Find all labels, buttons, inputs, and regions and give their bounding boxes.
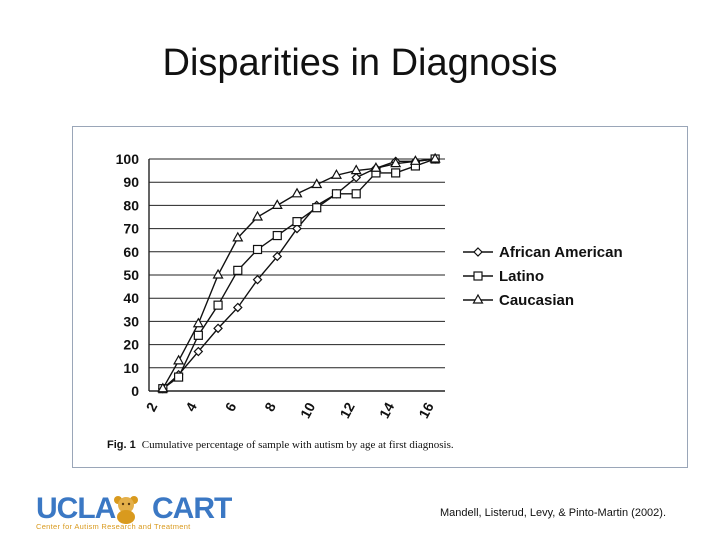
data-point-caucasian bbox=[252, 210, 264, 221]
data-point-latino bbox=[233, 265, 243, 275]
data-point-caucasian bbox=[173, 354, 185, 365]
data-point-caucasian bbox=[311, 178, 323, 189]
logo-cart-text: CART bbox=[152, 492, 232, 525]
data-point-african-american bbox=[213, 323, 223, 334]
y-tick-label: 60 bbox=[123, 244, 139, 260]
legend-marker-caucasian bbox=[472, 293, 484, 304]
data-point-caucasian bbox=[409, 155, 421, 165]
data-point-latino bbox=[391, 168, 401, 178]
figure-caption-label: Fig. 1 bbox=[107, 439, 136, 451]
y-tick-label: 50 bbox=[123, 267, 139, 283]
x-tick-label: 2 bbox=[143, 399, 161, 414]
data-point-caucasian bbox=[271, 199, 283, 210]
data-point-african-american bbox=[232, 302, 243, 313]
data-point-caucasian bbox=[291, 187, 303, 198]
legend-label-caucasian: Caucasian bbox=[499, 292, 574, 309]
logo-ucla-text: UCLA bbox=[36, 492, 116, 525]
legend-label-african-american: African American bbox=[499, 244, 623, 261]
data-point-latino bbox=[351, 189, 361, 199]
data-point-latino bbox=[331, 189, 342, 199]
data-point-caucasian bbox=[350, 164, 362, 175]
y-tick-label: 80 bbox=[123, 197, 139, 213]
data-point-caucasian bbox=[157, 382, 169, 393]
data-point-caucasian bbox=[330, 169, 342, 179]
legend-marker-african-american bbox=[473, 247, 483, 257]
data-point-african-american bbox=[252, 274, 263, 285]
x-tick-label: 16 bbox=[415, 399, 437, 420]
data-point-caucasian bbox=[390, 157, 402, 168]
x-tick-label: 6 bbox=[222, 399, 240, 414]
x-tick-label: 8 bbox=[261, 399, 279, 414]
y-tick-label: 100 bbox=[116, 151, 140, 167]
figure-caption: Fig. 1 Cumulative percentage of sample wi… bbox=[107, 439, 454, 451]
data-point-caucasian bbox=[232, 231, 244, 242]
y-tick-label: 20 bbox=[123, 337, 139, 353]
data-point-latino bbox=[252, 244, 263, 255]
data-point-latino bbox=[312, 203, 322, 213]
y-tick-label: 40 bbox=[123, 290, 139, 306]
figure-frame: 0 10 20 30 40 50 60 70 80 90 100 2 4 6 8 10 12 14 16 Africa… bbox=[72, 126, 688, 468]
legend-marker-latino bbox=[473, 271, 483, 281]
y-tick-label: 30 bbox=[123, 313, 139, 329]
x-tick-label: 10 bbox=[297, 399, 319, 420]
x-tick-label: 14 bbox=[376, 399, 398, 420]
x-tick-label: 4 bbox=[182, 399, 200, 414]
data-point-caucasian bbox=[192, 317, 204, 328]
data-point-latino bbox=[272, 230, 282, 241]
y-tick-label: 90 bbox=[123, 174, 139, 190]
y-tick-label: 0 bbox=[131, 383, 139, 399]
data-point-latino bbox=[292, 217, 302, 227]
data-point-caucasian bbox=[212, 268, 224, 279]
teddy-bear-icon bbox=[114, 496, 138, 524]
y-tick-label: 70 bbox=[123, 221, 139, 237]
data-point-african-american bbox=[351, 172, 362, 183]
data-point-african-american bbox=[272, 251, 283, 262]
data-point-latino bbox=[173, 372, 184, 382]
y-tick-label: 10 bbox=[123, 360, 139, 376]
citation-text: Mandell, Listerud, Levy, & Pinto-Martin … bbox=[440, 507, 667, 519]
x-tick-label: 12 bbox=[336, 399, 358, 420]
data-point-caucasian bbox=[370, 162, 382, 172]
data-point-caucasian bbox=[429, 152, 441, 163]
logo-subtitle: Center for Autism Research and Treatment bbox=[36, 522, 191, 531]
data-point-latino bbox=[193, 330, 203, 340]
figure-caption-text: Cumulative percentage of sample with aut… bbox=[141, 439, 454, 451]
legend-label-latino: Latino bbox=[499, 268, 544, 285]
ucla-cart-logo: UCLA CART Center for Autism Research and… bbox=[36, 492, 232, 532]
slide-title: Disparities in Diagnosis bbox=[162, 42, 558, 84]
data-point-latino bbox=[213, 300, 223, 310]
line-chart: 0 10 20 30 40 50 60 70 80 90 100 2 4 6 8 10 12 14 16 Africa… bbox=[116, 151, 623, 421]
data-point-african-american bbox=[193, 346, 204, 357]
data-point-african-american bbox=[292, 223, 302, 234]
